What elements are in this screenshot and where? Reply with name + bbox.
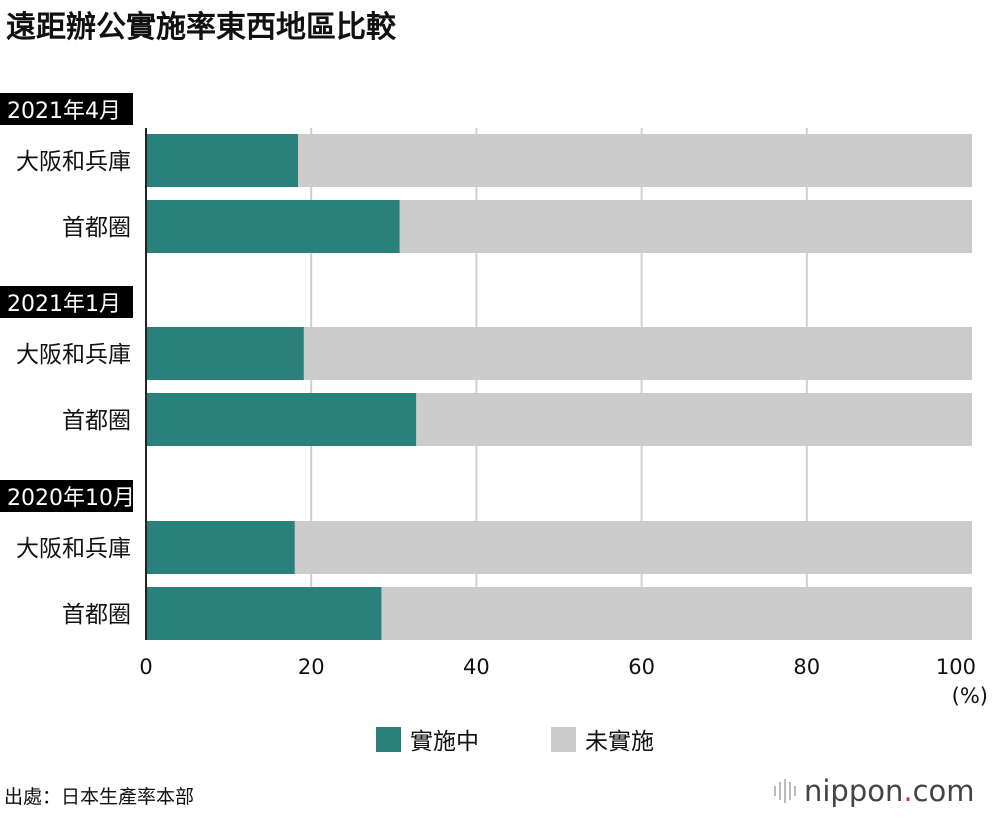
group-label-box <box>0 286 133 318</box>
x-axis-ticks: 0 20 40 60 80 100 <box>139 655 976 679</box>
group-label: 2020年10月 <box>7 486 135 511</box>
x-tick-label: 60 <box>628 655 655 679</box>
legend-label-implemented: 實施中 <box>410 729 479 755</box>
bar-implemented <box>146 393 417 446</box>
x-axis-unit: (%) <box>952 684 988 708</box>
svg-text:nippon.com: nippon.com <box>804 774 975 808</box>
x-tick-label: 100 <box>936 655 976 679</box>
category-label: 首都圈 <box>62 215 131 241</box>
x-tick-label: 40 <box>463 655 490 679</box>
source-note: 出處：日本生產率本部 <box>4 786 194 808</box>
x-tick-label: 20 <box>298 655 325 679</box>
bar-implemented <box>146 521 295 574</box>
legend: 實施中 未實施 <box>376 727 654 755</box>
bar-implemented <box>146 327 304 380</box>
category-label: 大阪和兵庫 <box>16 536 131 562</box>
category-label: 大阪和兵庫 <box>16 342 131 368</box>
bars: 2021年4月大阪和兵庫首都圈2021年1月大阪和兵庫首都圈2020年10月大阪… <box>0 93 972 640</box>
x-tick-label: 0 <box>139 655 152 679</box>
legend-label-not-implemented: 未實施 <box>585 729 654 755</box>
legend-swatch-not-implemented <box>551 727 576 752</box>
bar-implemented <box>146 134 298 187</box>
x-tick-label: 80 <box>793 655 820 679</box>
group-label-box <box>0 480 133 512</box>
group-label-box <box>0 93 133 125</box>
category-label: 首都圈 <box>62 602 131 628</box>
category-label: 大阪和兵庫 <box>16 149 131 175</box>
nippon-logo: nippon.com <box>774 774 975 808</box>
bar-implemented <box>146 587 382 640</box>
bar-implemented <box>146 200 400 253</box>
group-label: 2021年4月 <box>7 99 121 124</box>
group-label: 2021年1月 <box>7 292 121 317</box>
chart-title: 遠距辦公實施率東西地區比較 <box>6 10 397 45</box>
category-label: 首都圈 <box>62 408 131 434</box>
legend-swatch-implemented <box>376 727 401 752</box>
